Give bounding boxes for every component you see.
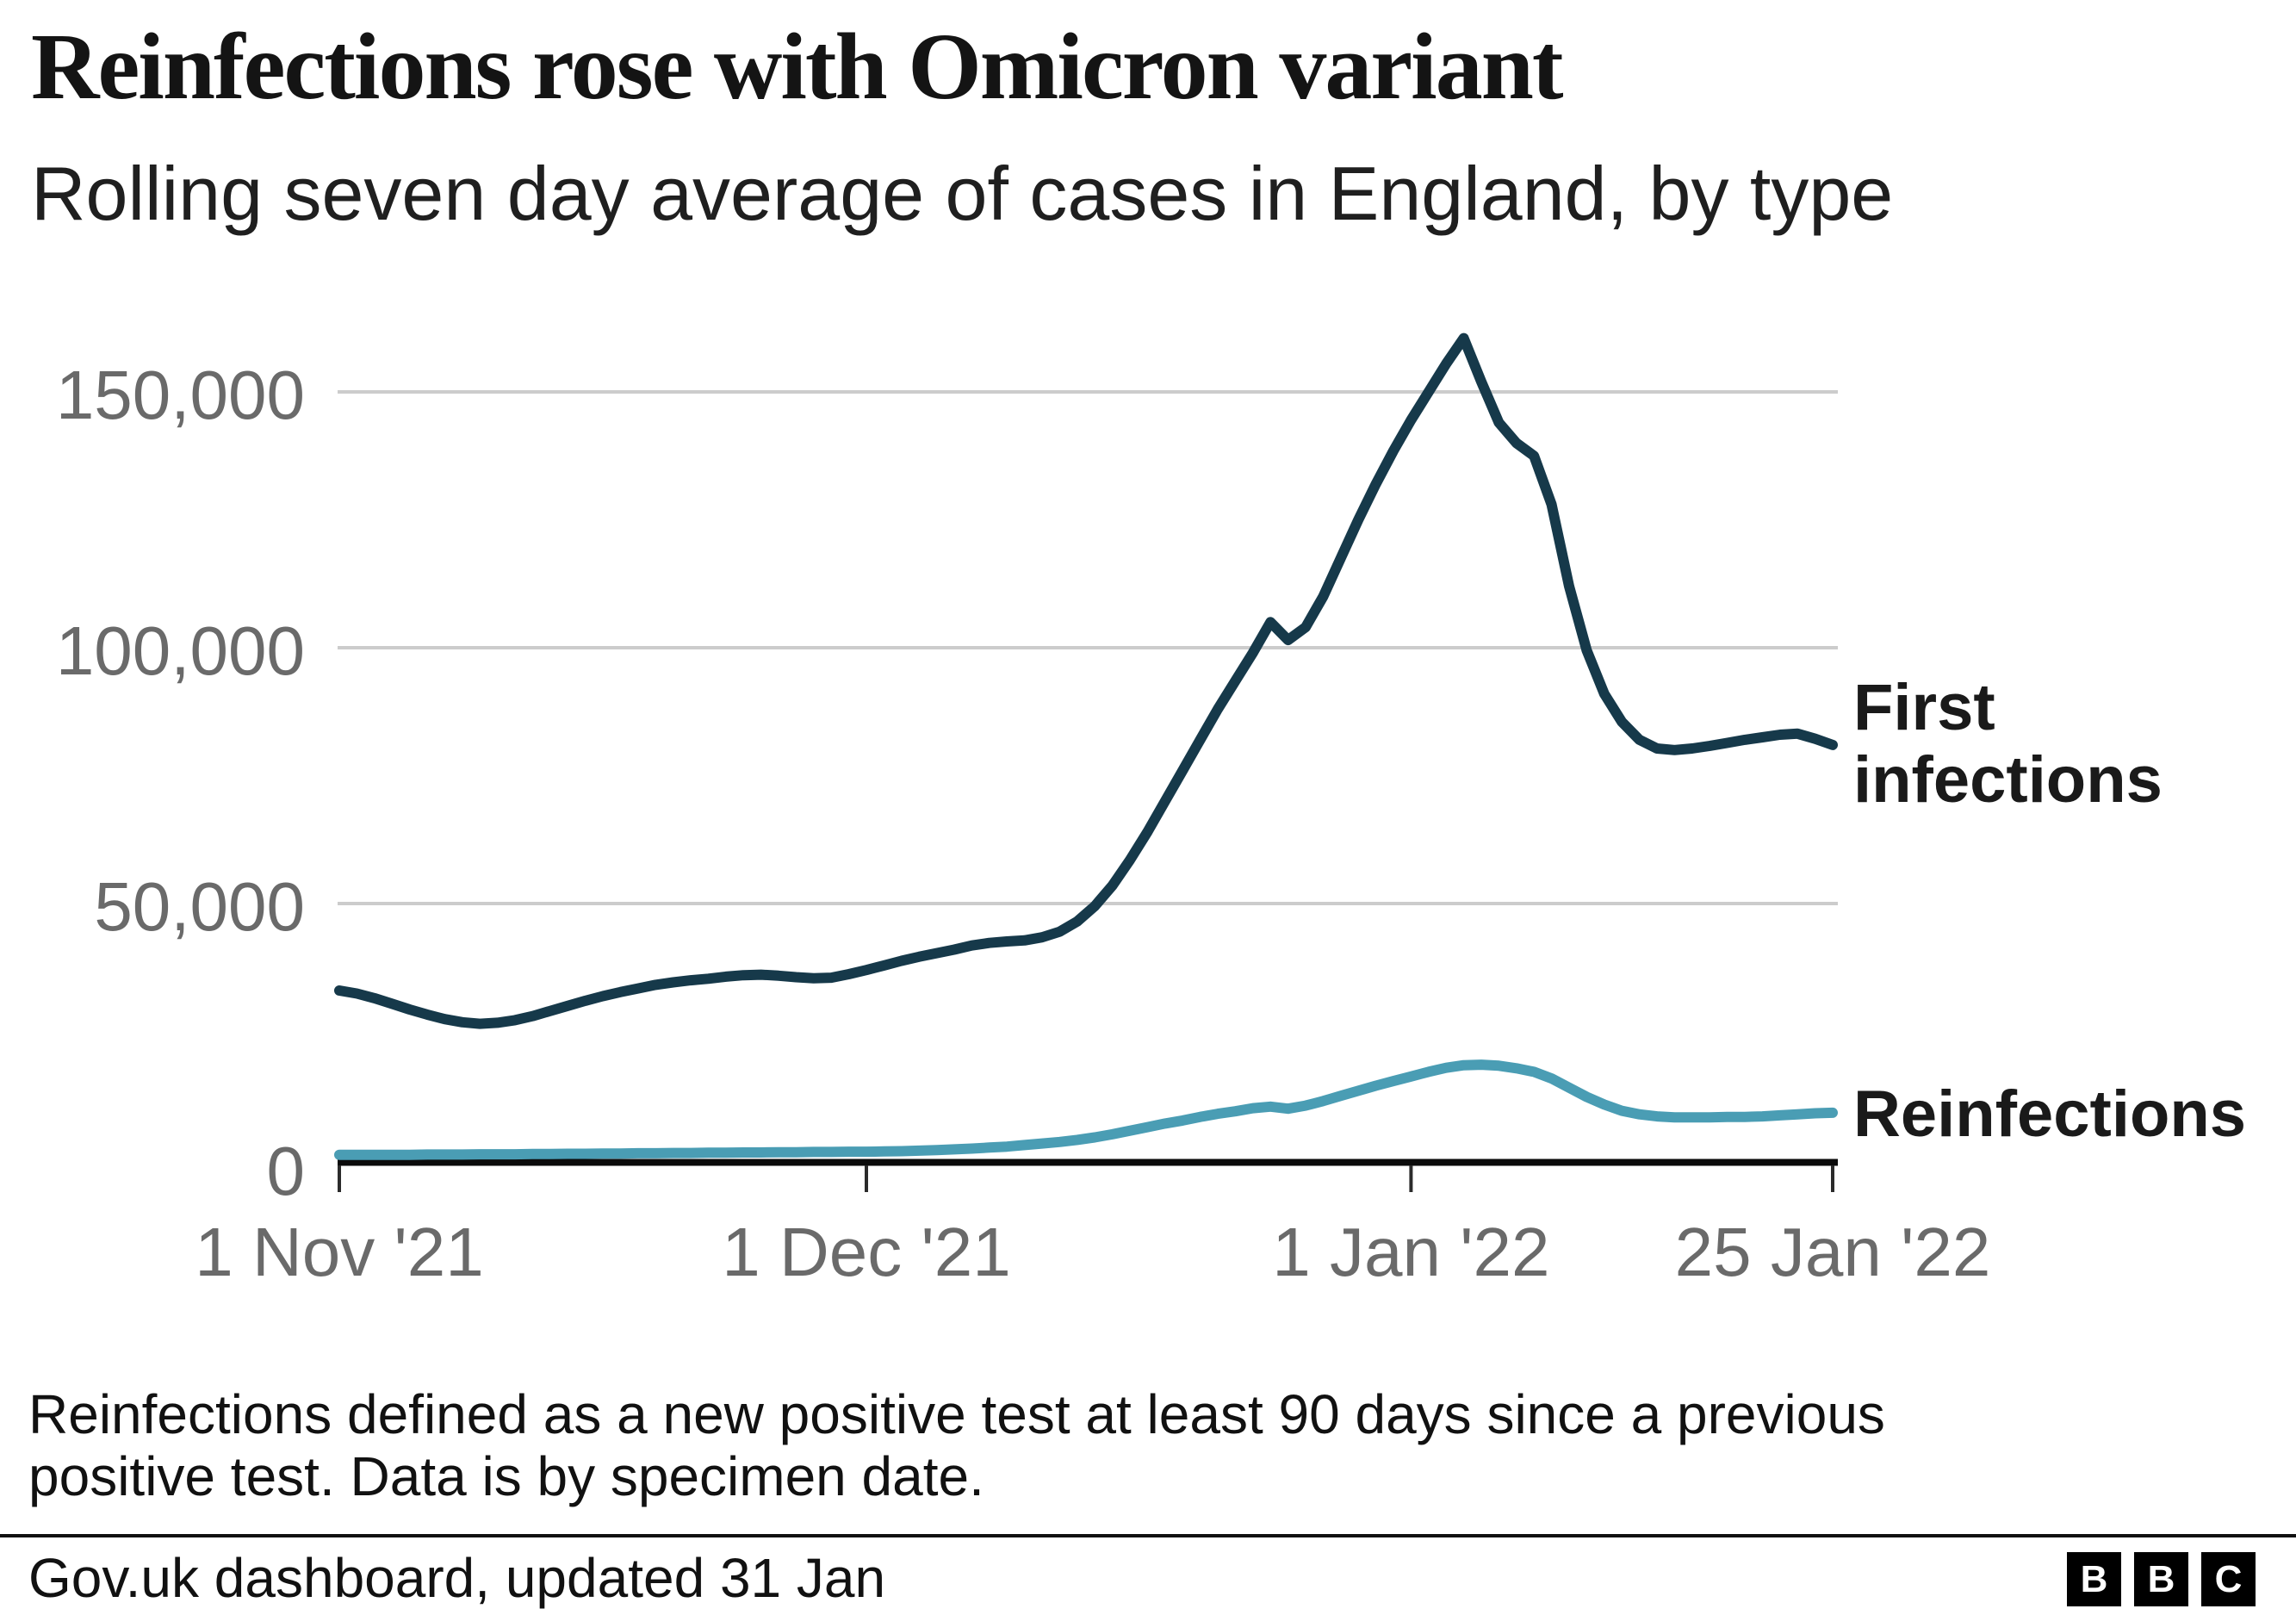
y-axis-tick-label: 150,000 — [55, 357, 305, 433]
chart-subtitle: Rolling seven day average of cases in En… — [31, 151, 1894, 236]
legend-first-infections: First infections — [1853, 671, 2163, 817]
x-axis-tick-label: 1 Jan '22 — [1272, 1214, 1550, 1290]
x-axis-tick-label: 25 Jan '22 — [1674, 1214, 1991, 1290]
legend-reinfections: Reinfections — [1853, 1078, 2247, 1151]
footnote: Reinfections defined as a new positive t… — [28, 1383, 2233, 1507]
chart-title: Reinfections rose with Omicron variant — [31, 14, 1564, 119]
series-line-first-infections — [334, 332, 1838, 1029]
bbc-logo-letter: B — [2134, 1552, 2188, 1606]
footnote-line-2: positive test. Data is by specimen date. — [28, 1445, 984, 1507]
bbc-logo-letter: B — [2067, 1552, 2121, 1606]
y-axis-tick-label: 100,000 — [55, 612, 305, 689]
x-axis-tick-label: 1 Dec '21 — [722, 1214, 1011, 1290]
y-axis-tick-label: 0 — [266, 1133, 306, 1209]
footnote-line-1: Reinfections defined as a new positive t… — [28, 1383, 1885, 1445]
bbc-logo: B B C — [2067, 1552, 2256, 1606]
bbc-logo-letter: C — [2201, 1552, 2256, 1606]
source-divider — [0, 1534, 2296, 1537]
y-axis-tick-label: 50,000 — [94, 868, 305, 945]
series-line-reinfections — [334, 1059, 1838, 1160]
source-text: Gov.uk dashboard, updated 31 Jan — [28, 1547, 886, 1609]
x-axis-tick-label: 1 Nov '21 — [195, 1214, 484, 1290]
